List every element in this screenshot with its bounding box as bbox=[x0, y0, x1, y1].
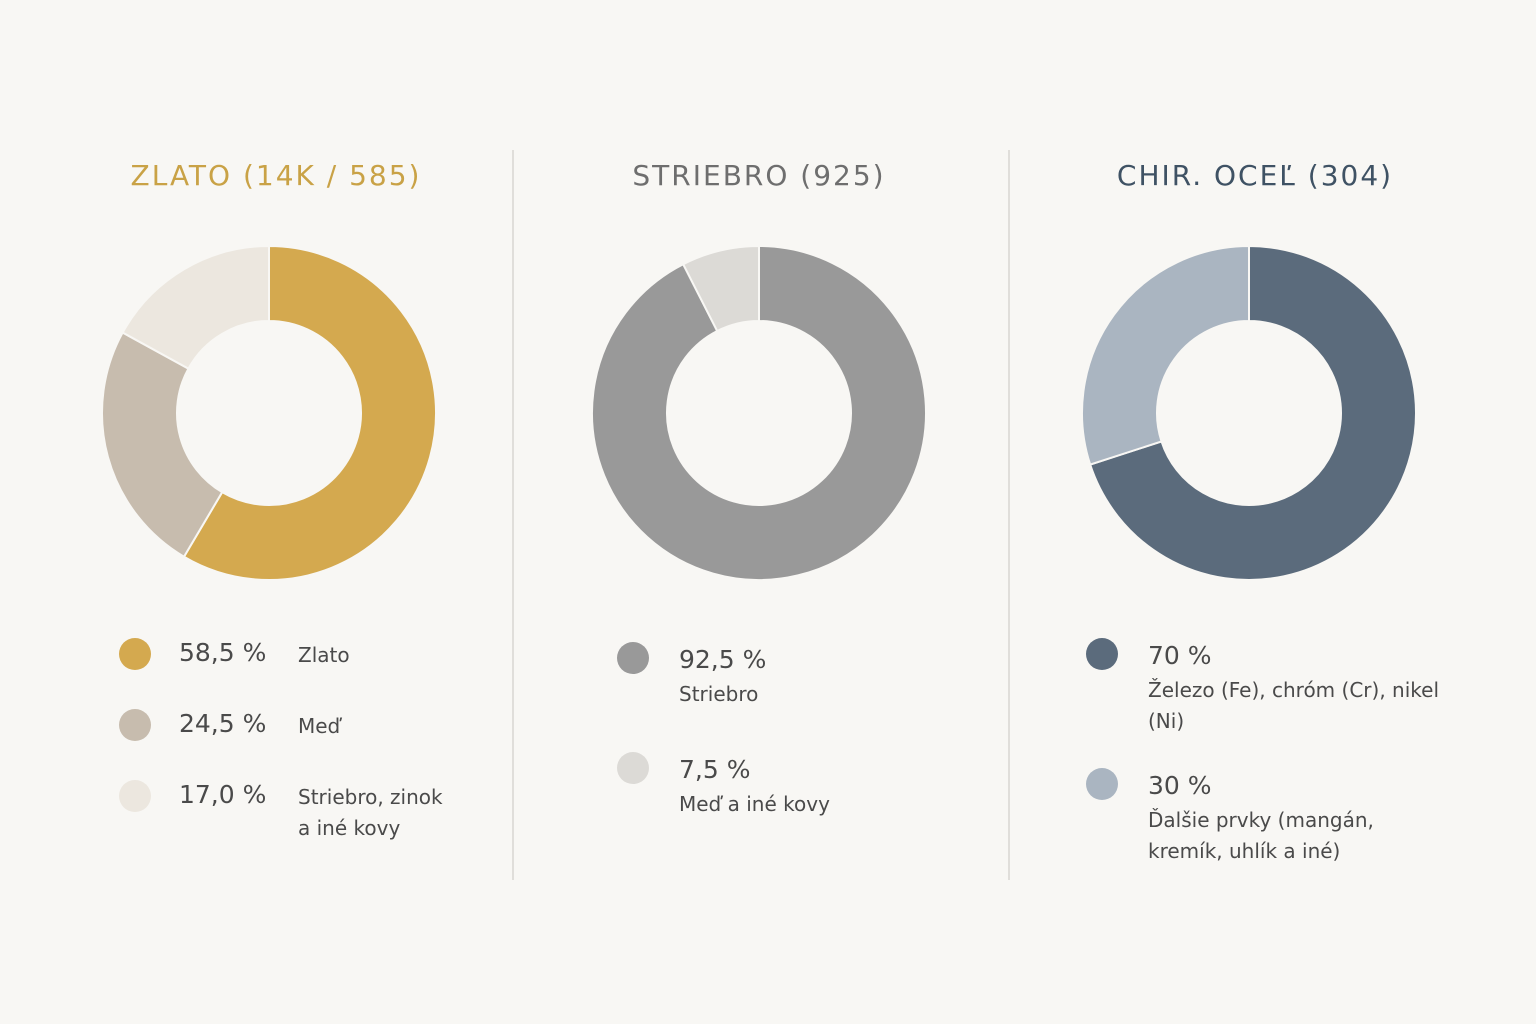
legend-label: Striebro bbox=[679, 682, 759, 706]
legend-swatch bbox=[119, 638, 151, 670]
donut-segment bbox=[681, 244, 760, 333]
donut-segment bbox=[1088, 244, 1417, 581]
chart-title: STRIEBRO (925) bbox=[632, 159, 885, 192]
legend-value: 17,0 % bbox=[179, 780, 267, 809]
legend-swatch bbox=[617, 752, 649, 784]
donut-segment bbox=[1080, 244, 1250, 466]
legend-value: 58,5 % bbox=[179, 638, 267, 667]
donut-segment bbox=[182, 244, 437, 581]
legend-value: 30 % bbox=[1148, 771, 1212, 800]
legend-value: 92,5 % bbox=[679, 645, 767, 674]
donut-segment bbox=[591, 244, 927, 581]
legend-label: Meď bbox=[298, 714, 341, 738]
chart-title: CHIR. OCEĽ (304) bbox=[1117, 159, 1393, 192]
donut-segment bbox=[121, 244, 270, 371]
legend-value: 7,5 % bbox=[679, 755, 751, 784]
legend-value: 70 % bbox=[1148, 641, 1212, 670]
donut-segment bbox=[101, 331, 224, 559]
legend-label: Meď a iné kovy bbox=[679, 792, 830, 816]
legend-label: Zlato bbox=[298, 643, 350, 667]
legend-swatch bbox=[1086, 768, 1118, 800]
legend-swatch bbox=[1086, 638, 1118, 670]
legend-swatch bbox=[617, 642, 649, 674]
legend-label: Železo (Fe), chróm (Cr), nikel (Ni) bbox=[1148, 678, 1439, 733]
legend-label: Ďalšie prvky (mangán, kremík, uhlík a in… bbox=[1148, 808, 1374, 863]
legend-label: Striebro, zinok a iné kovy bbox=[298, 785, 443, 840]
legend-swatch bbox=[119, 709, 151, 741]
legend-value: 24,5 % bbox=[179, 709, 267, 738]
chart-title: ZLATO (14K / 585) bbox=[131, 159, 422, 192]
legend-swatch bbox=[119, 780, 151, 812]
